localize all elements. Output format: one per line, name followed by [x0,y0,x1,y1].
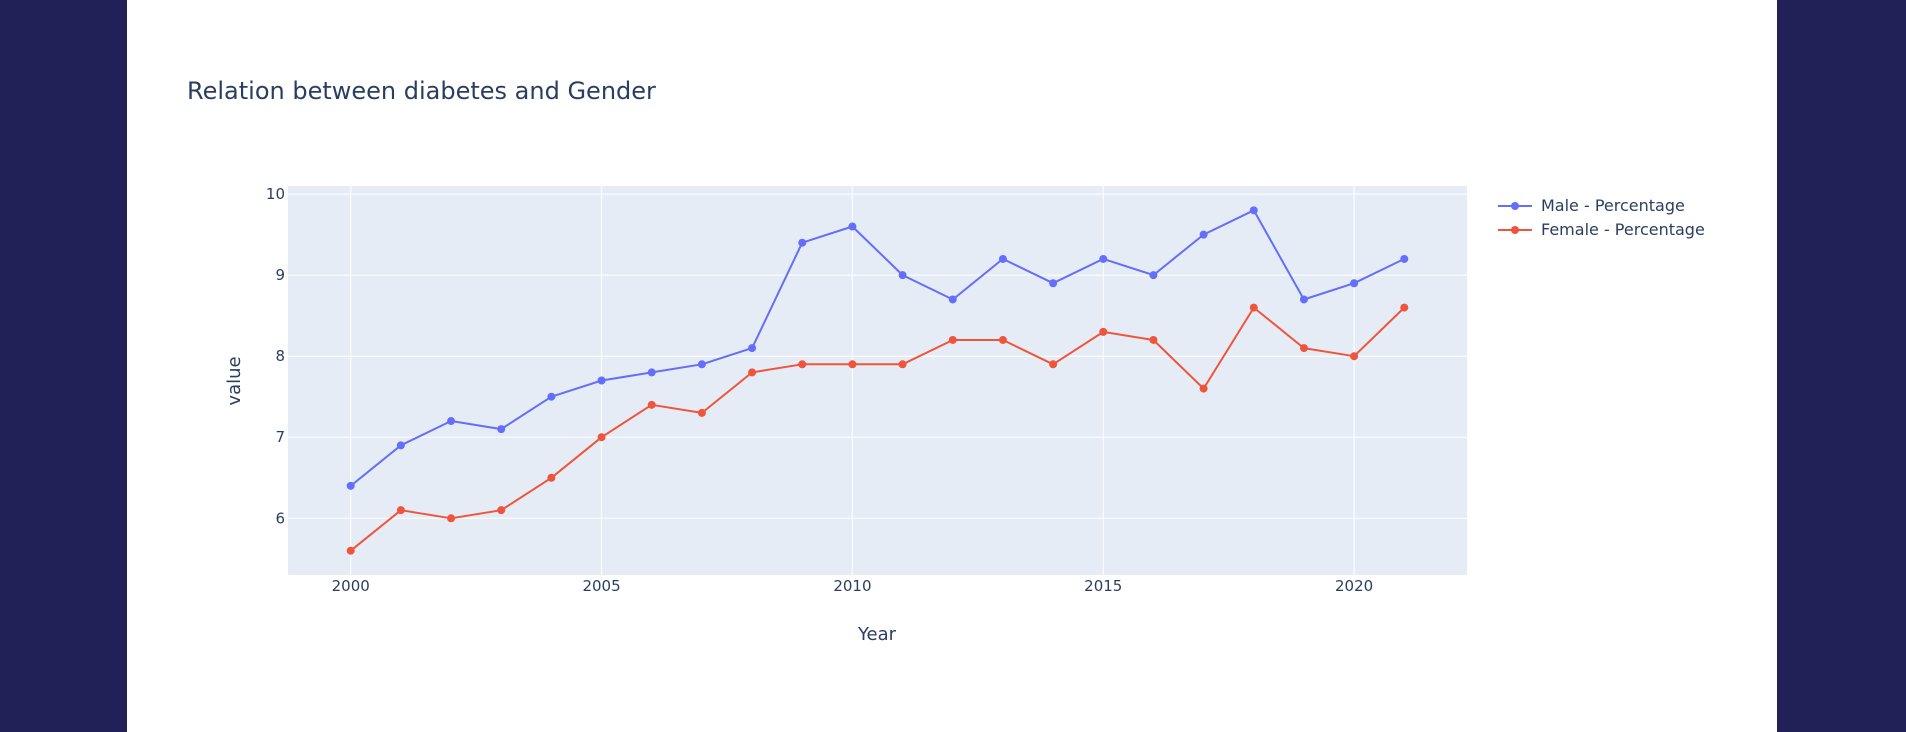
data-point[interactable] [1149,335,1158,344]
data-point[interactable] [547,392,556,401]
x-tick-label: 2005 [582,577,620,595]
data-point[interactable] [998,254,1007,263]
data-point[interactable] [1400,254,1409,263]
data-point[interactable] [898,360,907,369]
data-point[interactable] [798,360,807,369]
series-line [350,209,1405,487]
data-point[interactable] [948,335,957,344]
data-point[interactable] [1149,271,1158,280]
data-point[interactable] [1400,303,1409,312]
data-point[interactable] [898,271,907,280]
x-tick-label: 2000 [332,577,370,595]
y-tick-label: 9 [275,266,285,284]
legend-swatch-marker [1511,226,1519,234]
legend[interactable]: Male - Percentage Female - Percentage [1498,196,1705,239]
y-tick-label: 10 [266,185,285,203]
plot-area: 2000 2005 2010 2015 2020 6 7 8 9 10 [266,185,1467,595]
data-point[interactable] [1049,360,1058,369]
x-tick-label: 2010 [833,577,871,595]
legend-item[interactable]: Female - Percentage [1498,220,1705,239]
data-point[interactable] [948,295,957,304]
x-axis-title: Year [857,624,897,645]
data-point[interactable] [346,546,355,555]
data-point[interactable] [447,514,456,523]
data-point[interactable] [1299,344,1308,353]
data-point[interactable] [647,368,656,377]
y-tick-label: 6 [275,509,285,527]
data-point[interactable] [1249,303,1258,312]
legend-item[interactable]: Male - Percentage [1498,196,1685,215]
series-male [346,206,1409,490]
legend-label: Female - Percentage [1541,220,1705,239]
data-point[interactable] [1350,352,1359,361]
data-point[interactable] [998,335,1007,344]
chart-title: Relation between diabetes and Gender [187,77,656,105]
data-point[interactable] [1299,295,1308,304]
data-point[interactable] [497,425,506,434]
data-point[interactable] [1099,327,1108,336]
data-point[interactable] [447,417,456,426]
x-tick-label: 2015 [1084,577,1122,595]
data-point[interactable] [1350,279,1359,288]
data-point[interactable] [647,400,656,409]
data-point[interactable] [697,360,706,369]
data-point[interactable] [1099,254,1108,263]
data-point[interactable] [1049,279,1058,288]
data-point[interactable] [346,481,355,490]
data-point[interactable] [597,433,606,442]
data-point[interactable] [848,360,857,369]
data-point[interactable] [1249,206,1258,215]
legend-swatch-marker [1511,202,1519,210]
data-point[interactable] [748,344,757,353]
data-point[interactable] [396,441,405,450]
legend-label: Male - Percentage [1541,196,1685,215]
y-tick-label: 8 [275,347,285,365]
series-female [346,303,1409,555]
data-point[interactable] [697,408,706,417]
series-line [350,306,1405,552]
data-point[interactable] [1199,384,1208,393]
data-point[interactable] [1199,230,1208,239]
y-tick-label: 7 [275,428,285,446]
y-axis-title: value [224,356,245,405]
data-point[interactable] [798,238,807,247]
data-point[interactable] [497,506,506,515]
data-point[interactable] [547,473,556,482]
data-point[interactable] [396,506,405,515]
data-point[interactable] [748,368,757,377]
data-point[interactable] [597,376,606,385]
x-tick-label: 2020 [1335,577,1373,595]
data-point[interactable] [848,222,857,231]
